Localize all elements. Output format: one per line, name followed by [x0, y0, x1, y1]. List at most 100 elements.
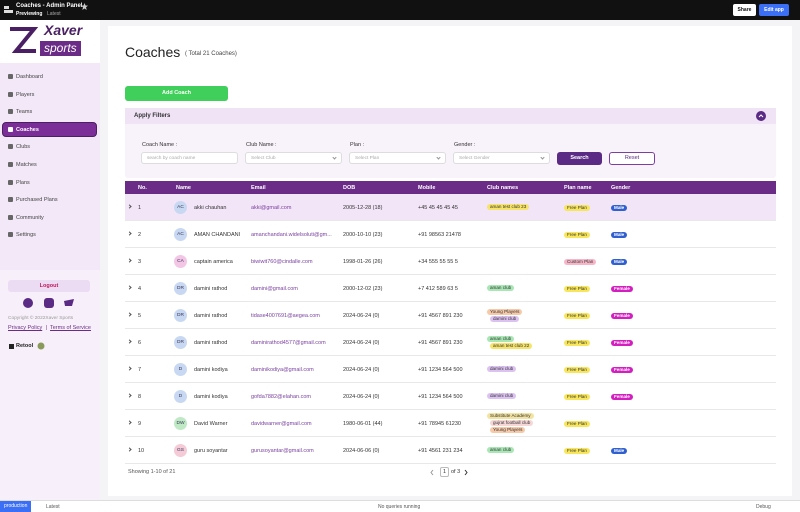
email[interactable]: amanchandani.widelsoluti@gm... [251, 232, 332, 238]
expand-chevron[interactable] [127, 231, 132, 236]
expand-chevron[interactable] [127, 393, 132, 398]
email[interactable]: daminikodiya@gmail.com [251, 367, 314, 373]
nav-item[interactable]: Players [16, 91, 35, 98]
reset-button[interactable]: Reset [609, 152, 655, 165]
column-header: Club names [487, 184, 519, 191]
expand-chevron[interactable] [127, 447, 132, 452]
table-row[interactable]: 5 DR damini rathod tidase4007691@aegea.com 2… [125, 302, 776, 329]
terms-link[interactable]: Terms of Service [50, 325, 91, 331]
avatar: DW [174, 417, 187, 430]
next-page[interactable] [463, 469, 469, 476]
table-row[interactable]: 2 AC AMAN CHANDANI amanchandani.widelsoluti… [125, 221, 776, 248]
dob: 2005-12-28 (18) [343, 205, 383, 211]
prev-page[interactable] [429, 469, 435, 476]
nav-item[interactable]: Settings [16, 232, 36, 239]
plan-badge: Free Plan [564, 285, 590, 292]
nav-item[interactable]: Teams [16, 109, 33, 116]
gender-badge: Male [611, 204, 628, 211]
nav-item[interactable]: Clubs [16, 144, 31, 151]
email[interactable]: tidase4007691@aegea.com [251, 313, 320, 319]
filter-input[interactable]: Select Gender [453, 152, 550, 164]
dropdown-caret [540, 155, 545, 160]
expand-chevron[interactable] [127, 285, 132, 290]
debug-button[interactable]: Debug [756, 504, 771, 510]
row-number: 1 [138, 205, 142, 211]
mobile: +91 78945 61230 [418, 421, 461, 427]
expand-chevron[interactable] [127, 258, 132, 263]
nav-icon [8, 179, 13, 185]
page-input[interactable]: 1 [440, 467, 449, 477]
placeholder: search by coach name [147, 155, 196, 161]
filter-input[interactable]: Select Plan [349, 152, 446, 164]
table-row[interactable]: 1 AC akki chauhan akki@gmail.com 2005-12-28 … [125, 194, 776, 221]
logout-button[interactable]: Logout [8, 280, 90, 292]
nav-icon [8, 232, 13, 238]
table-header [125, 181, 776, 194]
row-number: 7 [138, 367, 142, 373]
app-icon [4, 6, 13, 13]
nav-icon [8, 144, 13, 150]
expand-chevron[interactable] [127, 204, 132, 209]
nav-item[interactable]: Coaches [16, 126, 39, 133]
email[interactable]: gofda7882@elahan.com [251, 394, 312, 400]
privacy-link[interactable]: Privacy Policy [8, 325, 43, 331]
nav-item[interactable]: Plans [16, 179, 30, 186]
gender-badge: Female [611, 366, 633, 373]
retool-label: Retool [16, 343, 34, 349]
avatar: GS [174, 444, 187, 457]
mobile: +91 4561 231 234 [418, 448, 463, 454]
mobile: +91 4567 891 230 [418, 340, 463, 346]
expand-chevron[interactable] [127, 420, 132, 425]
mode: Previewing [16, 11, 43, 17]
nav-item[interactable]: Dashboard [16, 74, 43, 80]
coach-name: David Warner [194, 421, 228, 427]
nav-icon [8, 197, 13, 203]
nav-item[interactable]: Purchased Plans [16, 197, 58, 204]
table-row[interactable]: 6 DR damini rathod daminirathod4577@gmail.c… [125, 329, 776, 356]
search-button[interactable]: Search [557, 152, 602, 165]
table-row[interactable]: 3 CA captain america biwiwit760@cindalle.co… [125, 248, 776, 275]
nav-item[interactable]: Community [16, 214, 44, 221]
env-badge[interactable]: production [0, 501, 32, 512]
collapse-button[interactable] [756, 111, 766, 121]
club-tag: damini club [487, 393, 517, 399]
filter-input[interactable]: Select Club [245, 152, 342, 164]
add-coach-button[interactable]: Add Coach [125, 86, 228, 101]
email[interactable]: gurusoyantar@gmail.com [251, 448, 314, 454]
edit-button[interactable]: Edit app [759, 4, 789, 16]
club-tag: gujrat football club [490, 420, 534, 426]
expand-chevron[interactable] [127, 339, 132, 344]
nav-active-bg [2, 121, 97, 137]
avatar: D [174, 363, 187, 376]
share-button[interactable]: Share [733, 4, 756, 16]
expand-chevron[interactable] [127, 366, 132, 371]
gender-badge: Male [611, 258, 628, 265]
star-icon[interactable] [81, 3, 88, 10]
sidebar: Xaver sports Logout Copyright © 2022Xave… [0, 20, 100, 500]
social-icons [23, 298, 74, 308]
email[interactable]: davidwarner@gmail.com [251, 421, 312, 427]
table-row[interactable]: 10 GS guru soyantar gurusoyantar@gmail.com 2… [125, 437, 776, 464]
user-avatar[interactable] [37, 342, 45, 350]
filter-label: Gender : [454, 142, 476, 148]
filter-header [125, 108, 776, 124]
dropdown-caret [332, 155, 337, 160]
email[interactable]: biwiwit760@cindalle.com [251, 259, 313, 265]
email[interactable]: damini@gmail.com [251, 286, 298, 292]
table-row[interactable]: 4 DR damini rathod damini@gmail.com 2000-12-… [125, 275, 776, 302]
plan-badge: Free Plan [564, 393, 590, 400]
nav-item[interactable]: Matches [16, 162, 37, 168]
avatar: DR [174, 309, 187, 322]
row-number: 2 [138, 232, 142, 238]
gender-badge: Female [611, 393, 633, 400]
coach-name: damini kodiya [194, 367, 228, 373]
dob: 2024-06-24 (0) [343, 367, 380, 373]
expand-chevron[interactable] [127, 312, 132, 317]
filter-input[interactable]: search by coach name [141, 152, 238, 164]
email[interactable]: akki@gmail.com [251, 205, 292, 211]
email[interactable]: daminirathod4577@gmail.com [251, 340, 326, 346]
table-row[interactable]: 9 DW David Warner davidwarner@gmail.com 1980… [125, 410, 776, 437]
placeholder: Select Gender [459, 155, 490, 161]
